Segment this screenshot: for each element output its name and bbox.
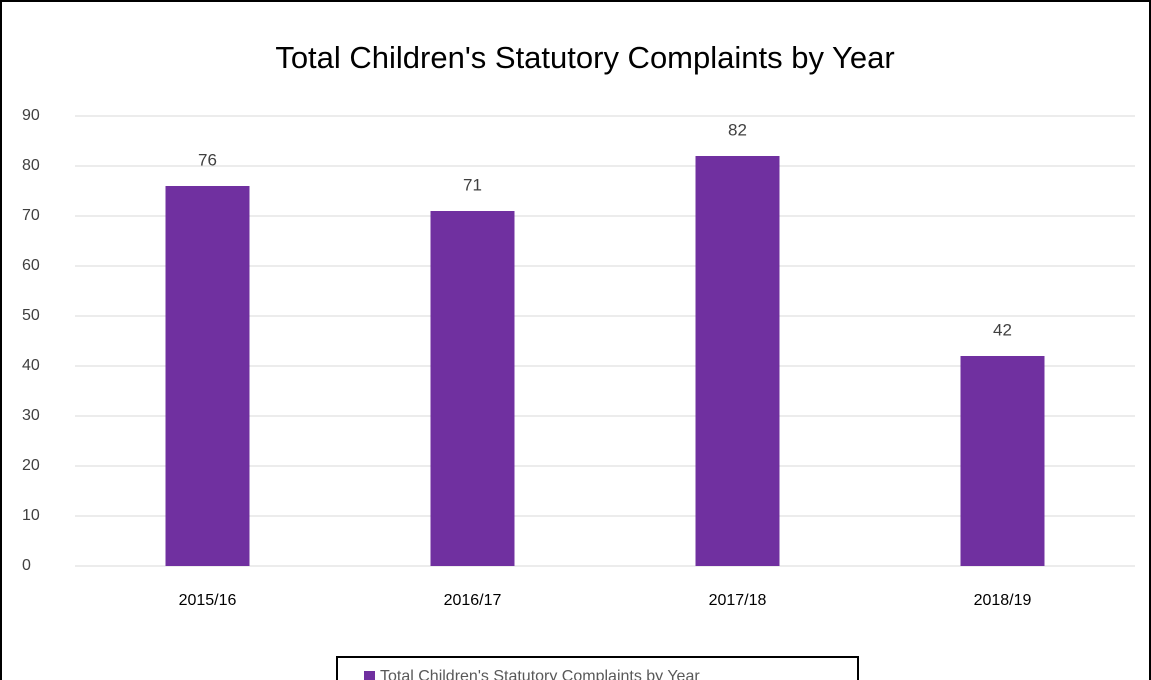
y-tick-label: 70 xyxy=(22,207,40,224)
bar xyxy=(165,186,250,566)
y-tick-label: 40 xyxy=(22,357,40,374)
legend-box xyxy=(336,656,859,680)
bar xyxy=(695,156,780,566)
chart-title: Total Children's Statutory Complaints by… xyxy=(275,40,894,75)
x-tick-label: 2016/17 xyxy=(444,592,502,609)
data-label: 71 xyxy=(463,175,482,194)
y-tick-label: 0 xyxy=(22,557,31,574)
y-tick-label: 20 xyxy=(22,457,40,474)
y-tick-label: 10 xyxy=(22,507,40,524)
bar xyxy=(960,356,1045,566)
y-tick-label: 30 xyxy=(22,407,40,424)
data-label: 76 xyxy=(198,150,217,169)
bar xyxy=(430,211,515,566)
y-tick-label: 50 xyxy=(22,307,40,324)
data-label: 42 xyxy=(993,320,1012,339)
y-tick-label: 60 xyxy=(22,257,40,274)
x-tick-label: 2017/18 xyxy=(709,592,767,609)
legend-label: Total Children's Statutory Complaints by… xyxy=(380,668,700,680)
x-tick-label: 2018/19 xyxy=(974,592,1032,609)
y-tick-label: 80 xyxy=(22,157,40,174)
legend-swatch xyxy=(364,671,375,680)
y-tick-label: 90 xyxy=(22,107,40,124)
data-label: 82 xyxy=(728,120,747,139)
x-tick-label: 2015/16 xyxy=(179,592,237,609)
